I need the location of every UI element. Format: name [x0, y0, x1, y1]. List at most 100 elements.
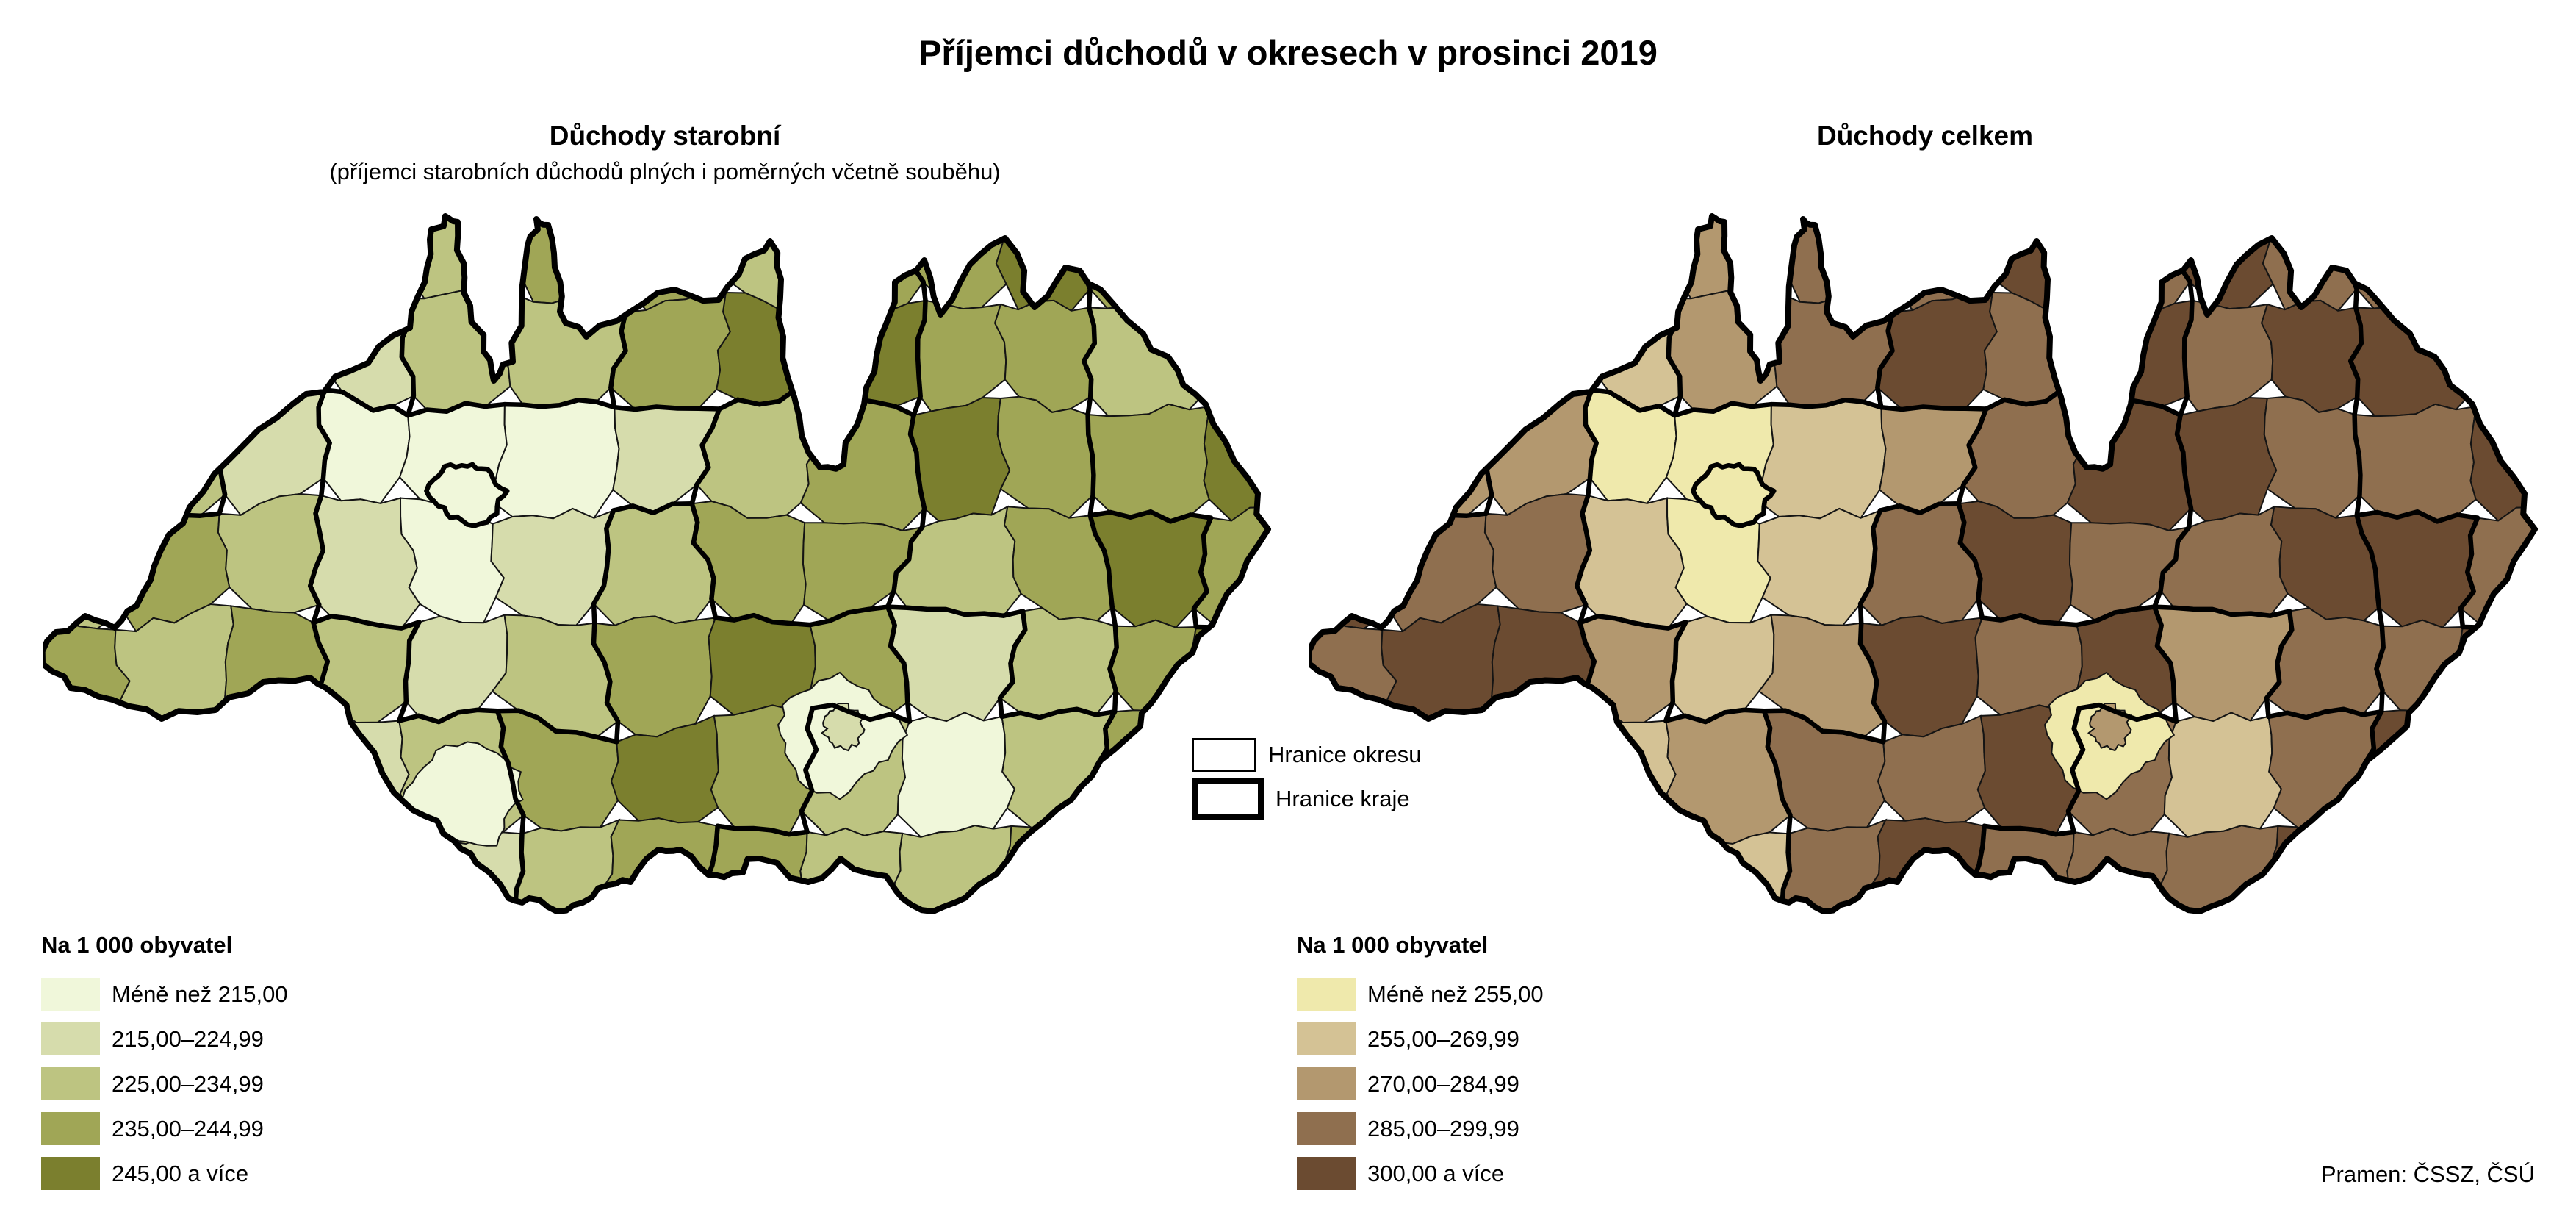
district-cell — [1487, 720, 1603, 832]
district-cell — [408, 831, 525, 911]
district-cell — [300, 825, 425, 911]
legend-label: 300,00 a více — [1367, 1160, 1505, 1186]
legend-left-header: Na 1 000 obyvatel — [41, 932, 233, 958]
district-cell — [1671, 614, 1775, 723]
district-cell — [196, 815, 317, 911]
district-cell — [1879, 406, 1987, 514]
district-cell — [2068, 216, 2191, 313]
district-cell — [400, 290, 517, 412]
district-cell — [1370, 814, 1482, 911]
left-map-subtitle: (příjemci starobních důchodů plných i po… — [329, 159, 1001, 184]
district-cell — [118, 389, 229, 517]
legend-item: 270,00–284,99 — [1297, 1067, 1811, 1100]
legend-right: Na 1 000 obyvatel Méně než 255,00 255,00… — [1297, 932, 1811, 1202]
district-cell — [212, 216, 321, 301]
legend-swatch — [1297, 1157, 1356, 1190]
page-title: Příjemci důchodů v okresech v prosinci 2… — [918, 33, 1658, 72]
map-duchody-starobni — [43, 213, 1271, 914]
kraj-border-label: Hranice kraje — [1276, 786, 1410, 811]
district-cell — [716, 291, 827, 406]
district-cell — [1878, 216, 1998, 312]
district-cell — [220, 720, 337, 832]
district-cell — [113, 280, 231, 400]
district-praha — [1691, 462, 1777, 528]
legend-label: Méně než 255,00 — [1367, 981, 1544, 1007]
legend-item: 215,00–224,99 — [41, 1022, 555, 1055]
district-cell — [1085, 830, 1190, 911]
district-cell — [404, 614, 508, 723]
district-cell — [2344, 216, 2486, 309]
district-cell — [101, 216, 229, 290]
legend-swatch — [41, 1067, 100, 1100]
district-cell — [2184, 299, 2274, 412]
district-cell — [2082, 299, 2193, 407]
district-cell — [2352, 830, 2457, 911]
district-cell — [43, 388, 130, 518]
district-overlay — [1577, 803, 1691, 906]
legend-swatch — [41, 978, 100, 1011]
district-cell — [1185, 605, 1269, 728]
legend-item: 285,00–299,99 — [1297, 1112, 1811, 1145]
district-cell — [1569, 216, 1680, 303]
district-cell — [1309, 506, 1394, 630]
district-cell — [2267, 708, 2383, 842]
district-cell — [2448, 710, 2536, 847]
district-cell — [896, 712, 1016, 838]
legend-label: 215,00–224,99 — [112, 1025, 264, 1052]
district-cell — [1206, 298, 1269, 413]
legend-swatch — [41, 1157, 100, 1190]
district-cell — [43, 216, 115, 301]
okres-border-swatch-icon — [1192, 738, 1256, 772]
legend-label: Méně než 215,00 — [112, 981, 288, 1007]
district-cell — [1368, 216, 1496, 290]
legend-item: 255,00–269,99 — [1297, 1022, 1811, 1055]
legend-swatch — [1297, 1067, 1356, 1100]
district-cell — [1667, 290, 1784, 412]
district-cell — [2269, 825, 2359, 911]
legend-item: 225,00–234,99 — [41, 1067, 555, 1100]
district-praha — [424, 462, 510, 528]
right-map-title: Důchody celkem — [1816, 121, 2034, 151]
district-cell — [2262, 216, 2358, 312]
district-cell — [1483, 492, 1591, 614]
map-duchody-celkem — [1309, 213, 2538, 914]
legend-item: 245,00 a více — [41, 1157, 555, 1190]
district-cell — [494, 399, 620, 520]
district-cell — [43, 291, 126, 409]
kraj-border-swatch-icon — [1192, 778, 1264, 820]
legend-item: 235,00–244,99 — [41, 1112, 555, 1145]
district-cell — [2270, 506, 2380, 622]
district-cell — [104, 814, 215, 911]
legend-label: 245,00 a více — [112, 1160, 249, 1186]
legend-label: 255,00–269,99 — [1367, 1025, 1519, 1052]
right-map-title-block: Důchody celkem — [1356, 121, 2494, 151]
district-cell — [1309, 291, 1392, 409]
district-cell — [2263, 395, 2361, 519]
legend-item: Méně než 255,00 — [1297, 978, 1811, 1011]
district-cell — [2472, 298, 2536, 413]
district-cell — [1203, 404, 1269, 522]
district-cell — [1001, 708, 1117, 842]
legend-swatch — [1297, 978, 1356, 1011]
district-cell — [1087, 403, 1211, 523]
district-cell — [1309, 831, 1381, 911]
legend-swatch — [41, 1112, 100, 1145]
district-cell — [2452, 605, 2536, 728]
district-cell — [917, 299, 1007, 412]
district-cell — [1478, 216, 1588, 301]
okres-border-label: Hranice okresu — [1268, 742, 1422, 767]
district-cell — [1472, 283, 1594, 399]
district-cell — [893, 505, 1022, 617]
legend-left: Na 1 000 obyvatel Méně než 215,00 215,00… — [41, 932, 555, 1202]
district-cell — [2442, 833, 2536, 911]
left-map-title-block: Důchody starobní (příjemci starobních dů… — [73, 121, 1256, 185]
district-cell — [1760, 399, 1887, 520]
border-legend: Hranice okresu Hranice kraje — [1192, 738, 1422, 828]
district-cell — [1002, 825, 1092, 911]
legend-label: 235,00–244,99 — [112, 1115, 264, 1141]
district-cell — [1309, 216, 1381, 301]
legend-label: 285,00–299,99 — [1367, 1115, 1519, 1141]
district-cell — [217, 492, 324, 614]
district-cell — [612, 406, 721, 514]
